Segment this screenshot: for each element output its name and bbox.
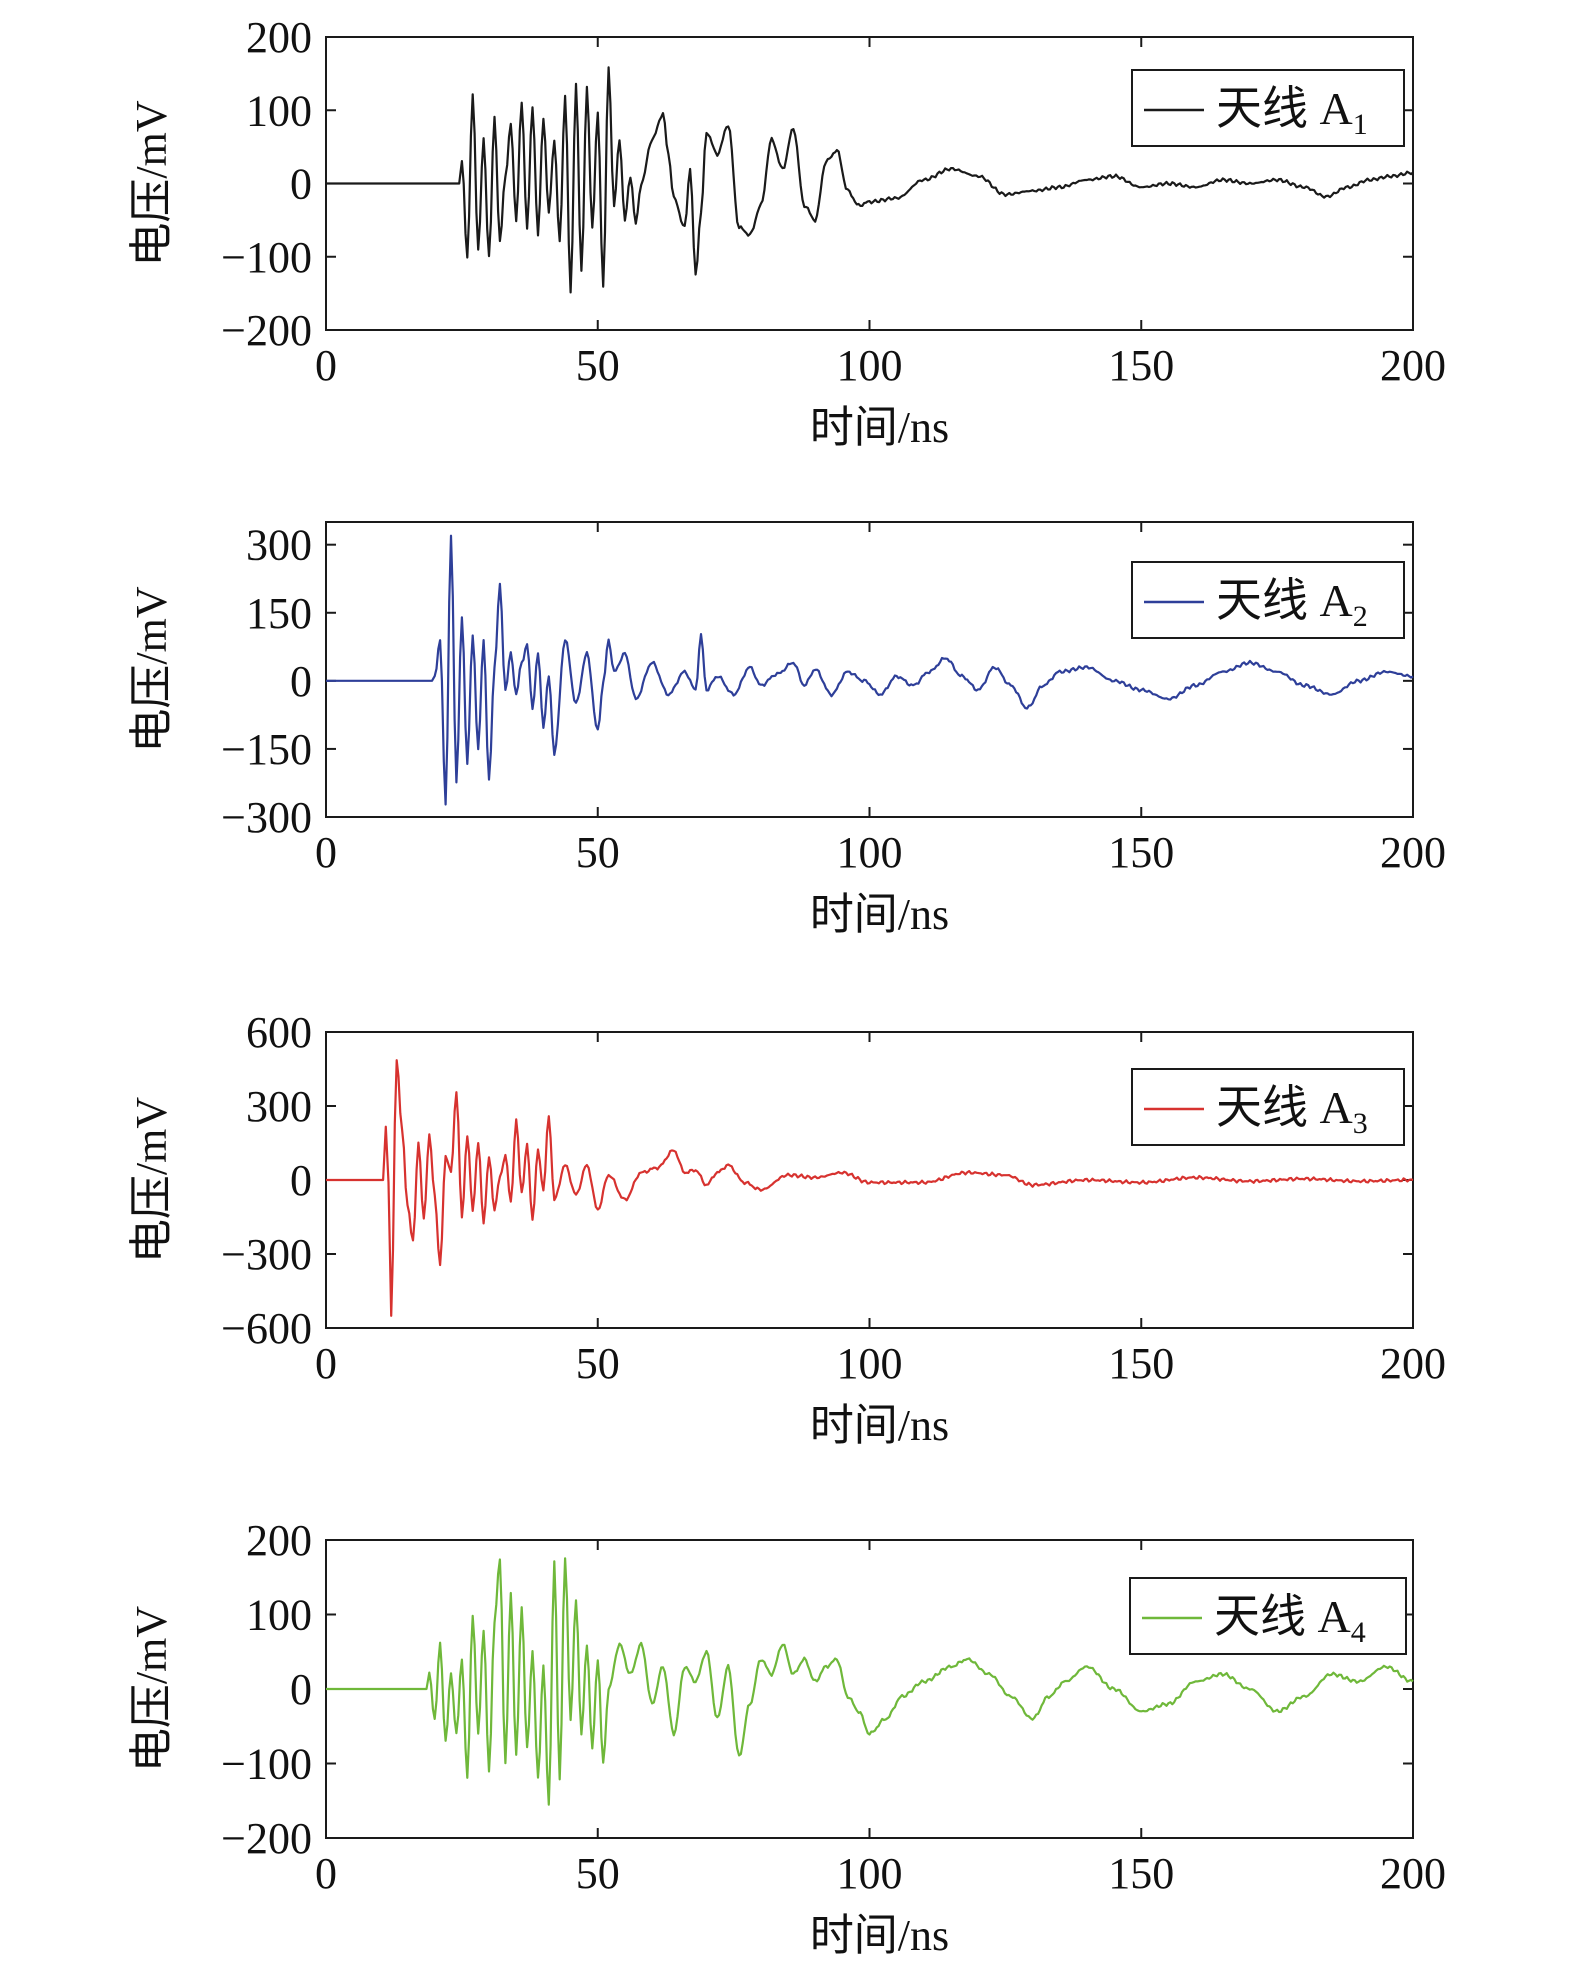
x-tick-label: 0 (315, 828, 337, 877)
y-tick-label: −300 (221, 793, 312, 842)
y-tick-label: 100 (246, 1591, 312, 1640)
legend-box (1129, 1577, 1407, 1655)
series-line-3 (326, 1059, 1414, 1317)
y-axis-label: 电压/mV (127, 1097, 176, 1263)
x-axis-label: 时间/ns (810, 1911, 949, 1960)
x-tick-label: 100 (837, 1339, 903, 1388)
x-tick-label: 200 (1380, 1849, 1446, 1898)
legend-label-prefix: 天线 A (1216, 83, 1353, 134)
y-tick-label: −200 (221, 1814, 312, 1863)
x-tick-label: 100 (837, 341, 903, 390)
panel-1: 0 50 100 150 200 200 100 0 −100 −200 时间/ns 电压/mV 天线 … (127, 13, 1446, 452)
y-tick-label: −100 (221, 1740, 312, 1789)
panel-2: 0 50 100 150 200 300 150 0 −150 −300 时间/ns 电压/mV 天线 … (127, 521, 1446, 939)
legend-label: 天线 A4 (1214, 1591, 1366, 1649)
series-line-1 (326, 66, 1414, 294)
y-axis-label: 电压/mV (127, 586, 176, 752)
legend-label-subscript: 1 (1353, 108, 1368, 141)
legend-label-subscript: 3 (1353, 1107, 1368, 1140)
y-tick-label: 300 (246, 1082, 312, 1131)
y-tick-label: 0 (290, 160, 312, 209)
x-tick-label: 0 (315, 1849, 337, 1898)
series-line-4 (326, 1557, 1414, 1806)
legend-label-subscript: 4 (1351, 1616, 1366, 1649)
legend-label-prefix: 天线 A (1214, 1591, 1351, 1642)
y-axis-label: 电压/mV (127, 1606, 176, 1772)
x-tick-label: 50 (576, 341, 620, 390)
legend: 天线 A2 (1131, 561, 1405, 639)
y-tick-label: 100 (246, 86, 312, 135)
x-tick-label: 150 (1108, 341, 1174, 390)
x-tick-label: 0 (315, 341, 337, 390)
x-tick-label: 100 (837, 1849, 903, 1898)
legend-box (1131, 69, 1405, 147)
x-tick-label: 150 (1108, 1849, 1174, 1898)
series-line-2 (326, 534, 1414, 806)
x-tick-label: 100 (837, 828, 903, 877)
x-axis-label: 时间/ns (810, 1401, 949, 1450)
x-tick-label: 0 (315, 1339, 337, 1388)
panel-4: 0 50 100 150 200 200 100 0 −100 −200 时间/ns 电压/mV 天线 … (127, 1516, 1446, 1960)
y-tick-label: 150 (246, 589, 312, 638)
x-axis-label: 时间/ns (810, 890, 949, 939)
y-tick-label: 200 (246, 1516, 312, 1565)
x-tick-label: 150 (1108, 1339, 1174, 1388)
x-tick-label: 200 (1380, 828, 1446, 877)
legend: 天线 A1 (1131, 69, 1405, 147)
legend-box (1131, 561, 1405, 639)
y-tick-label: −150 (221, 725, 312, 774)
x-tick-label: 50 (576, 1849, 620, 1898)
legend-label-prefix: 天线 A (1216, 1082, 1353, 1133)
legend: 天线 A3 (1131, 1068, 1405, 1146)
y-tick-label: 0 (290, 1665, 312, 1714)
y-tick-label: 600 (246, 1008, 312, 1057)
legend-label: 天线 A3 (1216, 1082, 1368, 1140)
legend-label-prefix: 天线 A (1216, 575, 1353, 626)
legend-label: 天线 A2 (1216, 575, 1368, 633)
y-tick-label: −300 (221, 1230, 312, 1279)
y-tick-label: −600 (221, 1304, 312, 1353)
y-axis-label: 电压/mV (127, 100, 176, 266)
x-tick-label: 200 (1380, 341, 1446, 390)
x-tick-label: 50 (576, 828, 620, 877)
legend: 天线 A4 (1129, 1577, 1407, 1655)
y-tick-label: −200 (221, 306, 312, 355)
y-tick-label: −100 (221, 233, 312, 282)
legend-label: 天线 A1 (1216, 83, 1368, 141)
panel-3: 0 50 100 150 200 600 300 0 −300 −600 时间/ns 电压/mV 天线 … (127, 1008, 1446, 1450)
legend-label-subscript: 2 (1353, 600, 1368, 633)
x-tick-label: 150 (1108, 828, 1174, 877)
x-tick-label: 50 (576, 1339, 620, 1388)
x-axis-label: 时间/ns (810, 403, 949, 452)
legend-box (1131, 1068, 1405, 1146)
y-tick-label: 0 (290, 1156, 312, 1205)
y-tick-label: 200 (246, 13, 312, 62)
x-tick-label: 200 (1380, 1339, 1446, 1388)
y-tick-label: 300 (246, 521, 312, 570)
y-tick-label: 0 (290, 657, 312, 706)
